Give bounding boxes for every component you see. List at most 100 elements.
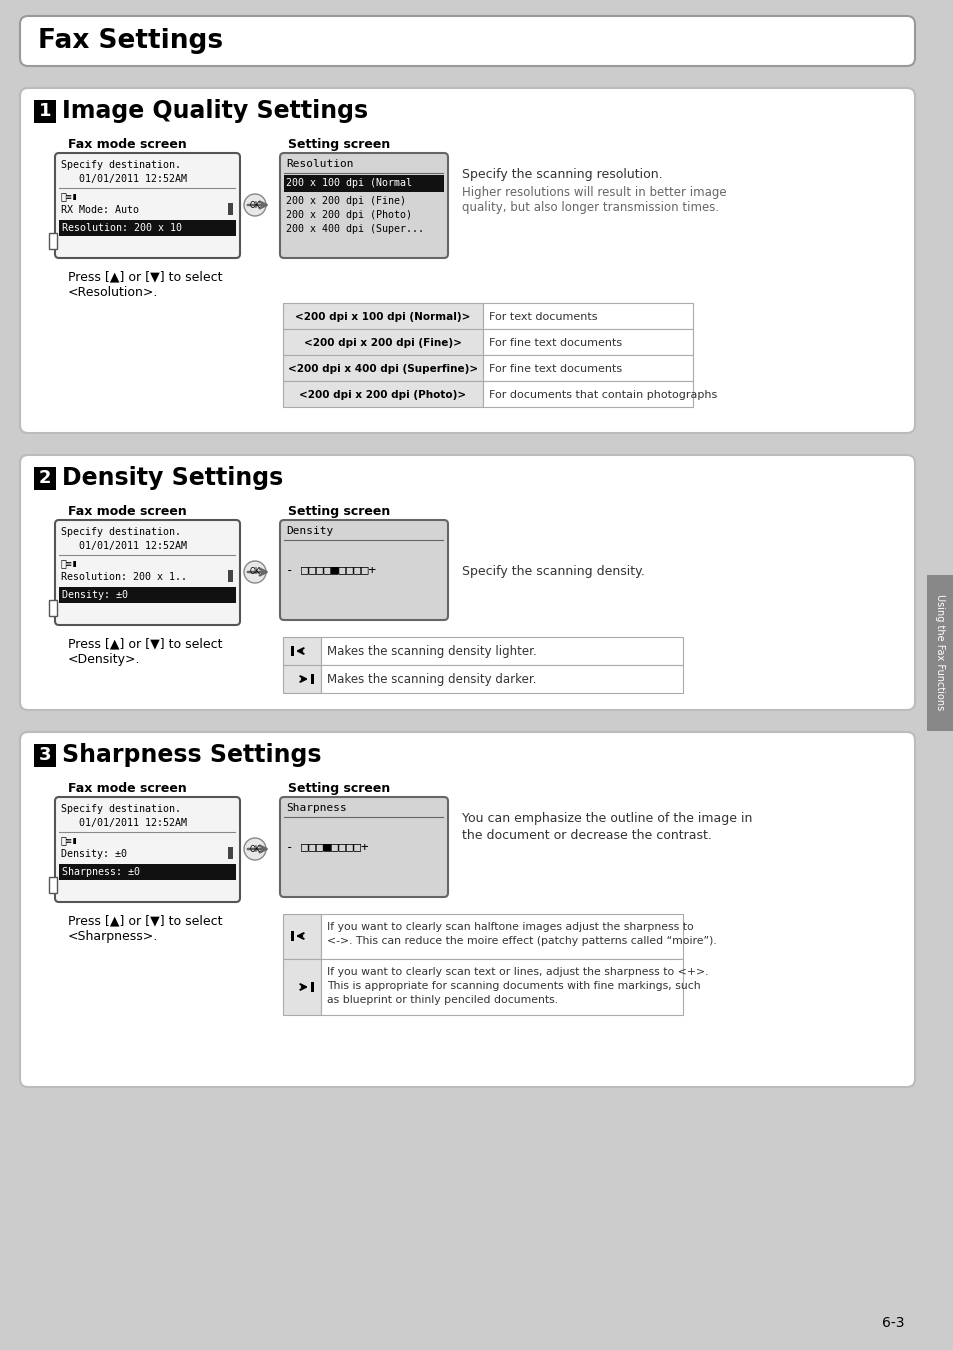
Text: Press [▲] or [▼] to select: Press [▲] or [▼] to select [68, 914, 222, 927]
FancyBboxPatch shape [280, 520, 448, 620]
Text: Resolution: 200 x 1..: Resolution: 200 x 1.. [61, 572, 187, 582]
Text: If you want to clearly scan text or lines, adjust the sharpness to <+>.: If you want to clearly scan text or line… [327, 967, 708, 977]
Text: Fax mode screen: Fax mode screen [68, 138, 187, 151]
Bar [34, 100, 56, 123]
Bar [291, 931, 294, 941]
Text: 01/01/2011 12:52AM: 01/01/2011 12:52AM [61, 818, 187, 828]
Text: Density Settings: Density Settings [62, 466, 283, 490]
FancyBboxPatch shape [55, 520, 240, 625]
Text: RX Mode: Auto: RX Mode: Auto [61, 205, 139, 215]
Bar [926, 575, 953, 730]
Bar [320, 637, 682, 666]
Text: the document or decrease the contrast.: the document or decrease the contrast. [461, 829, 711, 842]
Bar [49, 234, 57, 248]
Text: Makes the scanning density lighter.: Makes the scanning density lighter. [327, 645, 537, 659]
Text: 200 x 200 dpi (Photo): 200 x 200 dpi (Photo) [286, 211, 412, 220]
Bar [482, 329, 692, 355]
Bar [291, 647, 294, 656]
Text: Density: ±0: Density: ±0 [62, 590, 128, 599]
Circle shape [244, 194, 266, 216]
Bar [283, 914, 320, 958]
Bar [311, 674, 314, 684]
Text: Setting screen: Setting screen [288, 782, 390, 795]
FancyBboxPatch shape [280, 153, 448, 258]
Text: <Density>.: <Density>. [68, 653, 140, 666]
Text: Specify the scanning resolution.: Specify the scanning resolution. [461, 167, 662, 181]
Bar [228, 846, 233, 859]
Bar [283, 381, 482, 406]
Text: 2: 2 [39, 468, 51, 487]
Circle shape [244, 562, 266, 583]
Text: 3: 3 [39, 747, 51, 764]
Bar [49, 878, 57, 892]
Text: OK: OK [250, 567, 260, 576]
Text: Sharpness: ±0: Sharpness: ±0 [62, 867, 140, 878]
Bar [284, 176, 443, 192]
Text: ⎙≡▮: ⎙≡▮ [61, 558, 78, 568]
Text: For documents that contain photographs: For documents that contain photographs [489, 390, 717, 400]
Text: <200 dpi x 400 dpi (Superfine)>: <200 dpi x 400 dpi (Superfine)> [288, 364, 477, 374]
Bar [482, 381, 692, 406]
Text: Specify destination.: Specify destination. [61, 805, 181, 814]
Bar [59, 587, 235, 603]
Text: Setting screen: Setting screen [288, 505, 390, 518]
Text: For fine text documents: For fine text documents [489, 338, 621, 348]
Text: ⎙≡▮: ⎙≡▮ [61, 190, 78, 201]
FancyBboxPatch shape [20, 16, 914, 66]
Text: as blueprint or thinly penciled documents.: as blueprint or thinly penciled document… [327, 995, 558, 1004]
Text: Makes the scanning density darker.: Makes the scanning density darker. [327, 674, 536, 687]
Text: OK: OK [250, 201, 260, 209]
Text: Higher resolutions will result in better image: Higher resolutions will result in better… [461, 186, 726, 198]
Bar [34, 467, 56, 490]
Text: Density: ±0: Density: ±0 [61, 849, 127, 859]
Text: 6-3: 6-3 [882, 1316, 904, 1330]
Text: 1: 1 [39, 103, 51, 120]
Text: <Resolution>.: <Resolution>. [68, 286, 158, 298]
Bar [283, 637, 320, 666]
Text: Sharpness: Sharpness [286, 803, 346, 813]
Bar [228, 570, 233, 582]
Text: 01/01/2011 12:52AM: 01/01/2011 12:52AM [61, 541, 187, 551]
Text: This is appropriate for scanning documents with fine markings, such: This is appropriate for scanning documen… [327, 981, 700, 991]
Text: Specify destination.: Specify destination. [61, 526, 181, 537]
Bar [283, 958, 320, 1015]
Text: <Sharpness>.: <Sharpness>. [68, 930, 158, 944]
Text: 200 x 100 dpi (Normal: 200 x 100 dpi (Normal [286, 178, 412, 188]
Bar [34, 744, 56, 767]
Text: Specify the scanning density.: Specify the scanning density. [461, 566, 644, 578]
FancyBboxPatch shape [280, 796, 448, 896]
Text: Fax mode screen: Fax mode screen [68, 505, 187, 518]
Text: - □□□□■□□□□+: - □□□□■□□□□+ [286, 563, 375, 576]
Bar [228, 202, 233, 215]
Bar [320, 914, 682, 958]
FancyBboxPatch shape [55, 796, 240, 902]
Text: Press [▲] or [▼] to select: Press [▲] or [▼] to select [68, 270, 222, 284]
Text: You can emphasize the outline of the image in: You can emphasize the outline of the ima… [461, 811, 752, 825]
Text: 200 x 400 dpi (Super...: 200 x 400 dpi (Super... [286, 224, 423, 234]
Text: Resolution: 200 x 10: Resolution: 200 x 10 [62, 223, 182, 234]
Text: Fax mode screen: Fax mode screen [68, 782, 187, 795]
Bar [283, 302, 482, 329]
Text: Density: Density [286, 526, 333, 536]
Text: OK: OK [250, 845, 260, 853]
FancyBboxPatch shape [55, 153, 240, 258]
Text: <->. This can reduce the moire effect (patchy patterns called “moire”).: <->. This can reduce the moire effect (p… [327, 936, 716, 946]
Text: Specify destination.: Specify destination. [61, 161, 181, 170]
Bar [320, 666, 682, 693]
Text: <200 dpi x 200 dpi (Fine)>: <200 dpi x 200 dpi (Fine)> [304, 338, 461, 348]
Text: - □□□■□□□□+: - □□□■□□□□+ [286, 841, 368, 853]
Text: Using the Fax Functions: Using the Fax Functions [934, 594, 944, 710]
Text: <200 dpi x 100 dpi (Normal)>: <200 dpi x 100 dpi (Normal)> [295, 312, 470, 323]
Text: quality, but also longer transmission times.: quality, but also longer transmission ti… [461, 201, 719, 215]
Bar [482, 302, 692, 329]
Text: Sharpness Settings: Sharpness Settings [62, 743, 321, 767]
Text: Press [▲] or [▼] to select: Press [▲] or [▼] to select [68, 637, 222, 649]
Bar [320, 958, 682, 1015]
Text: Fax Settings: Fax Settings [38, 28, 223, 54]
Text: ⎙≡▮: ⎙≡▮ [61, 836, 78, 845]
Text: For fine text documents: For fine text documents [489, 364, 621, 374]
Text: For text documents: For text documents [489, 312, 597, 323]
Text: 200 x 200 dpi (Fine): 200 x 200 dpi (Fine) [286, 196, 406, 207]
Bar [283, 355, 482, 381]
Bar [482, 355, 692, 381]
